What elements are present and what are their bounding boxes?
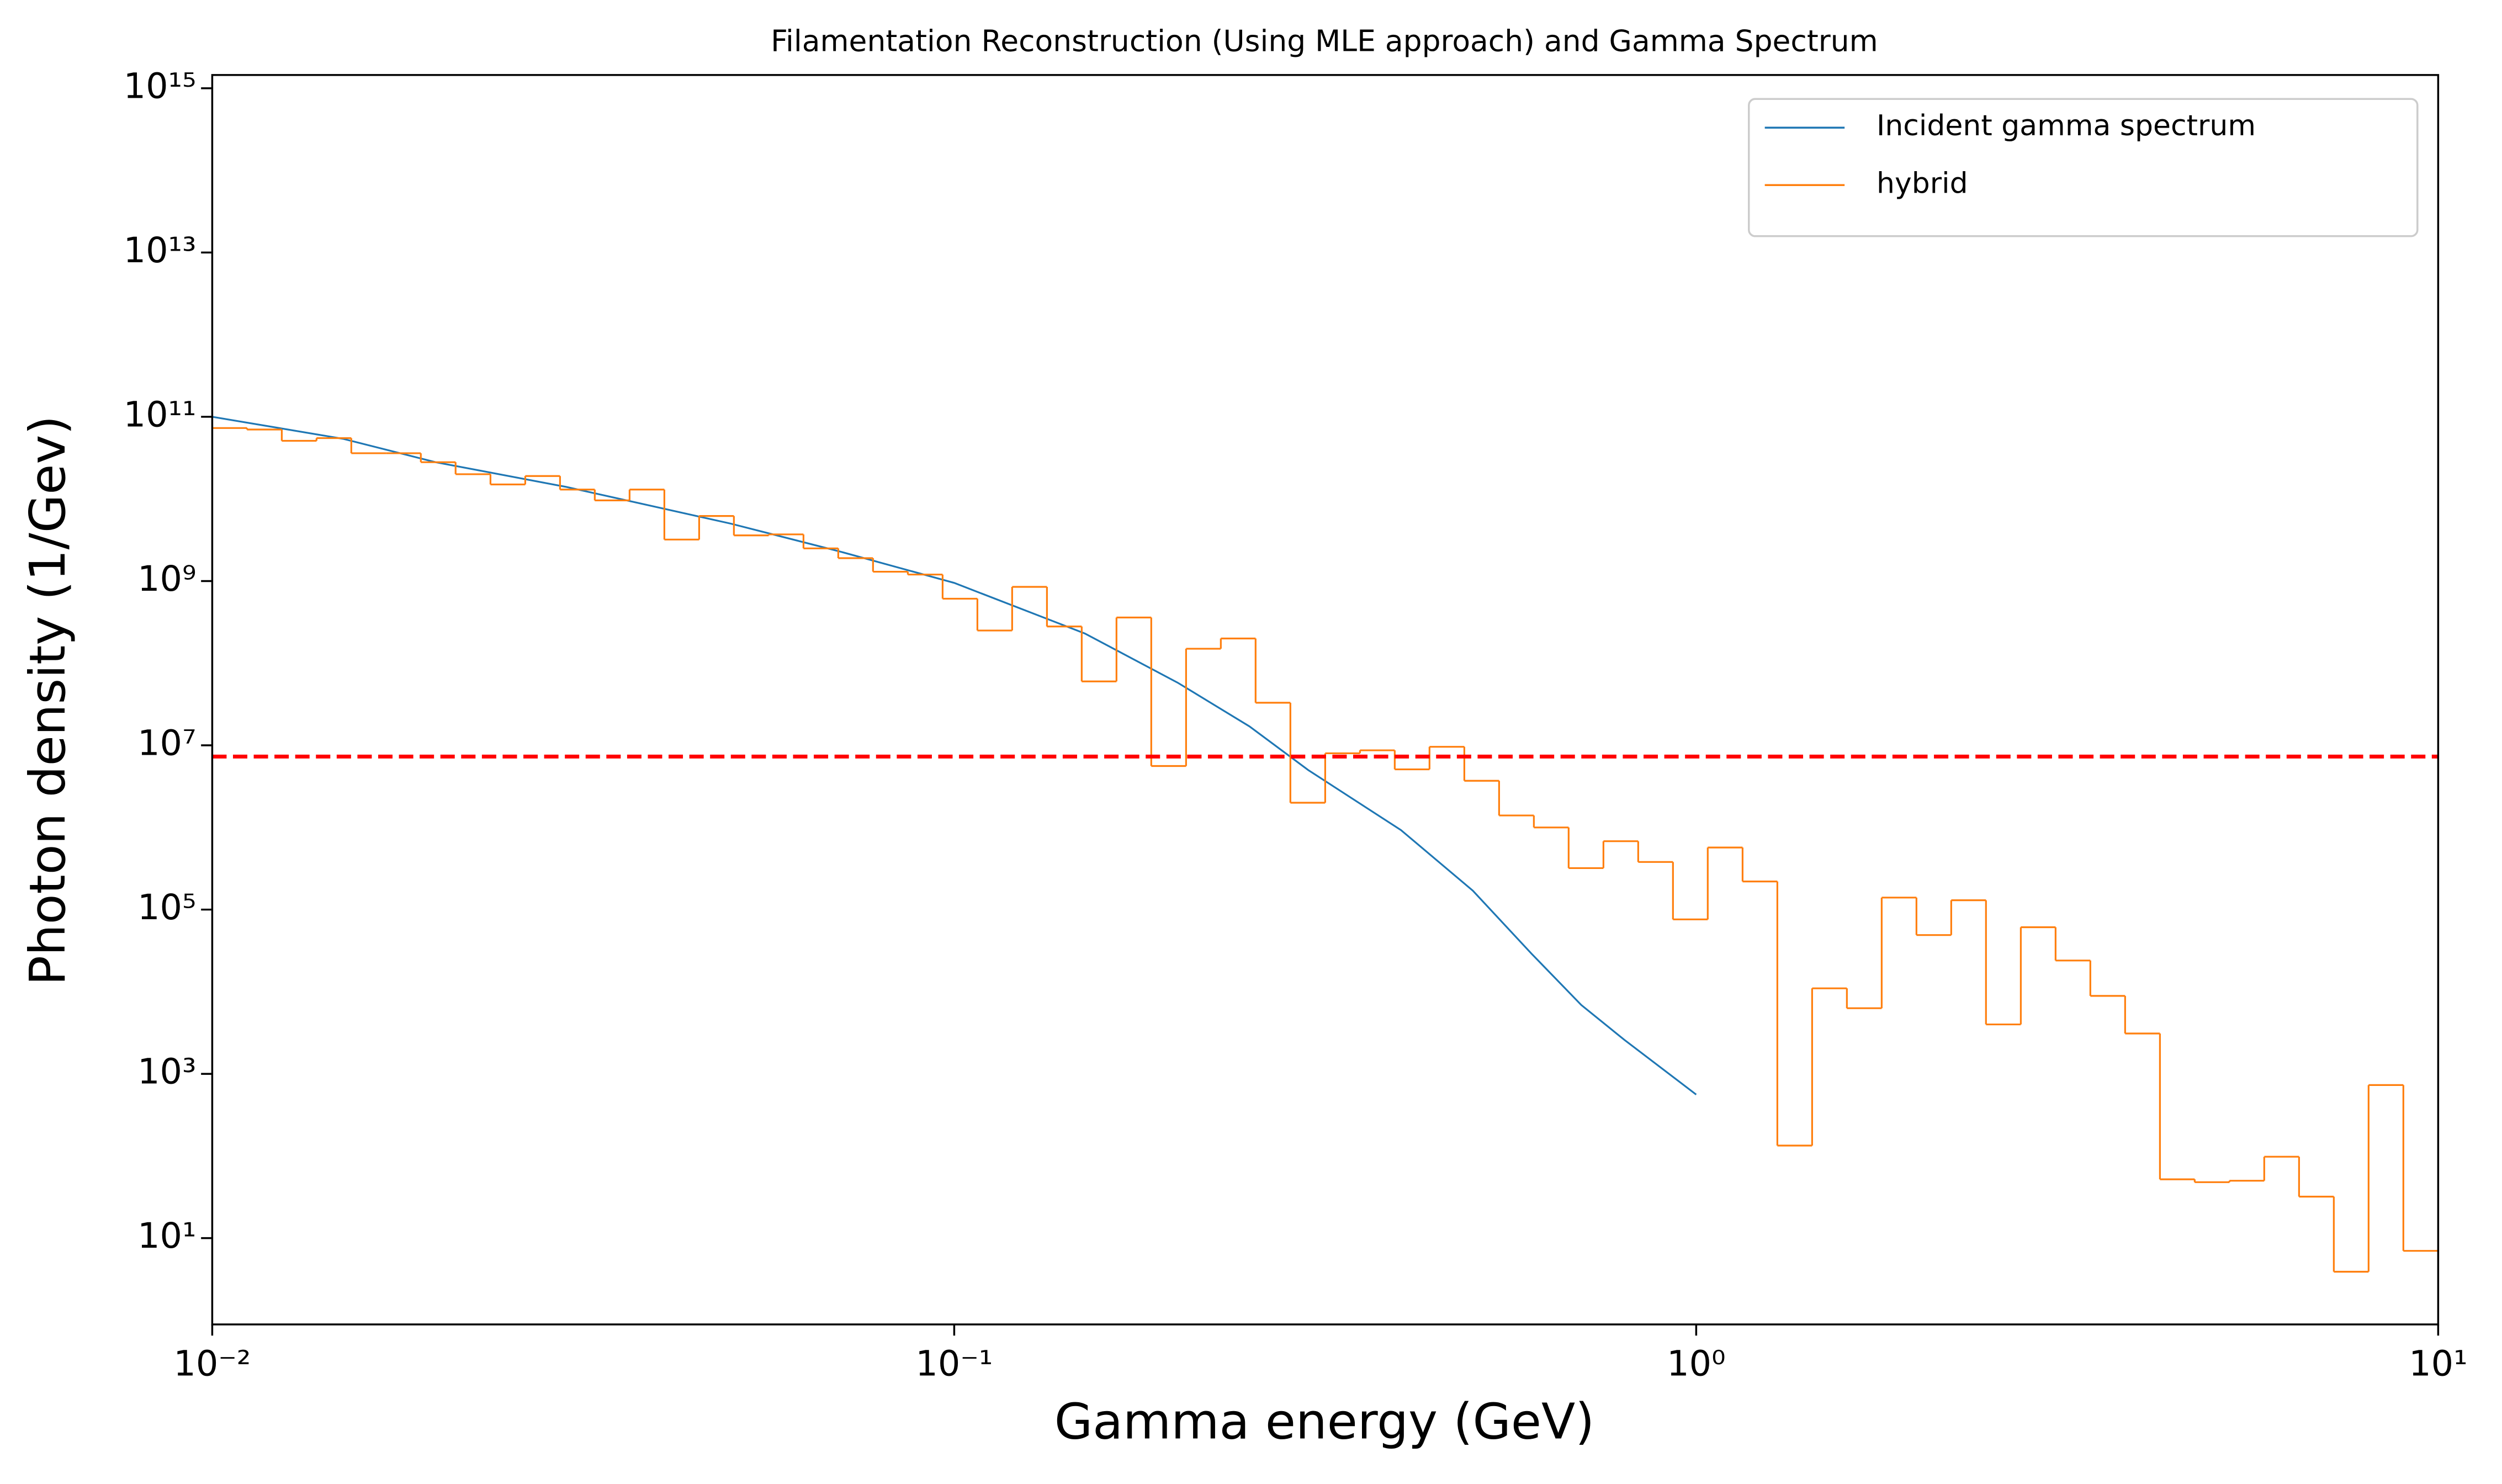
y-tick-label: 10¹⁵	[124, 65, 197, 106]
y-tick-label: 10¹³	[124, 230, 197, 271]
x-tick-label: 10⁻²	[173, 1343, 251, 1384]
chart-title: Filamentation Reconstruction (Using MLE …	[771, 24, 1878, 59]
y-tick-label: 10¹	[137, 1215, 196, 1256]
y-tick-label: 10³	[137, 1051, 196, 1092]
x-tick-label: 10⁰	[1667, 1343, 1725, 1384]
legend-box	[1748, 98, 2419, 237]
x-tick-label: 10¹	[2409, 1343, 2467, 1384]
legend-label: Incident gamma spectrum	[1877, 109, 2256, 142]
histogram-riser	[246, 428, 2404, 1272]
x-tick-label: 10⁻¹	[915, 1343, 993, 1384]
y-tick-label: 10¹¹	[124, 394, 197, 435]
y-tick-label: 10⁹	[137, 558, 196, 599]
y-axis-label: Photon density (1/Gev)	[19, 416, 77, 985]
y-tick-label: 10⁷	[137, 723, 196, 764]
y-tick-label: 10⁵	[137, 887, 196, 928]
plot-frame	[211, 74, 2440, 1326]
spectrum-line	[212, 416, 1697, 1095]
x-axis-label: Gamma energy (GeV)	[1054, 1393, 1595, 1450]
legend-label: hybrid	[1877, 167, 1968, 200]
